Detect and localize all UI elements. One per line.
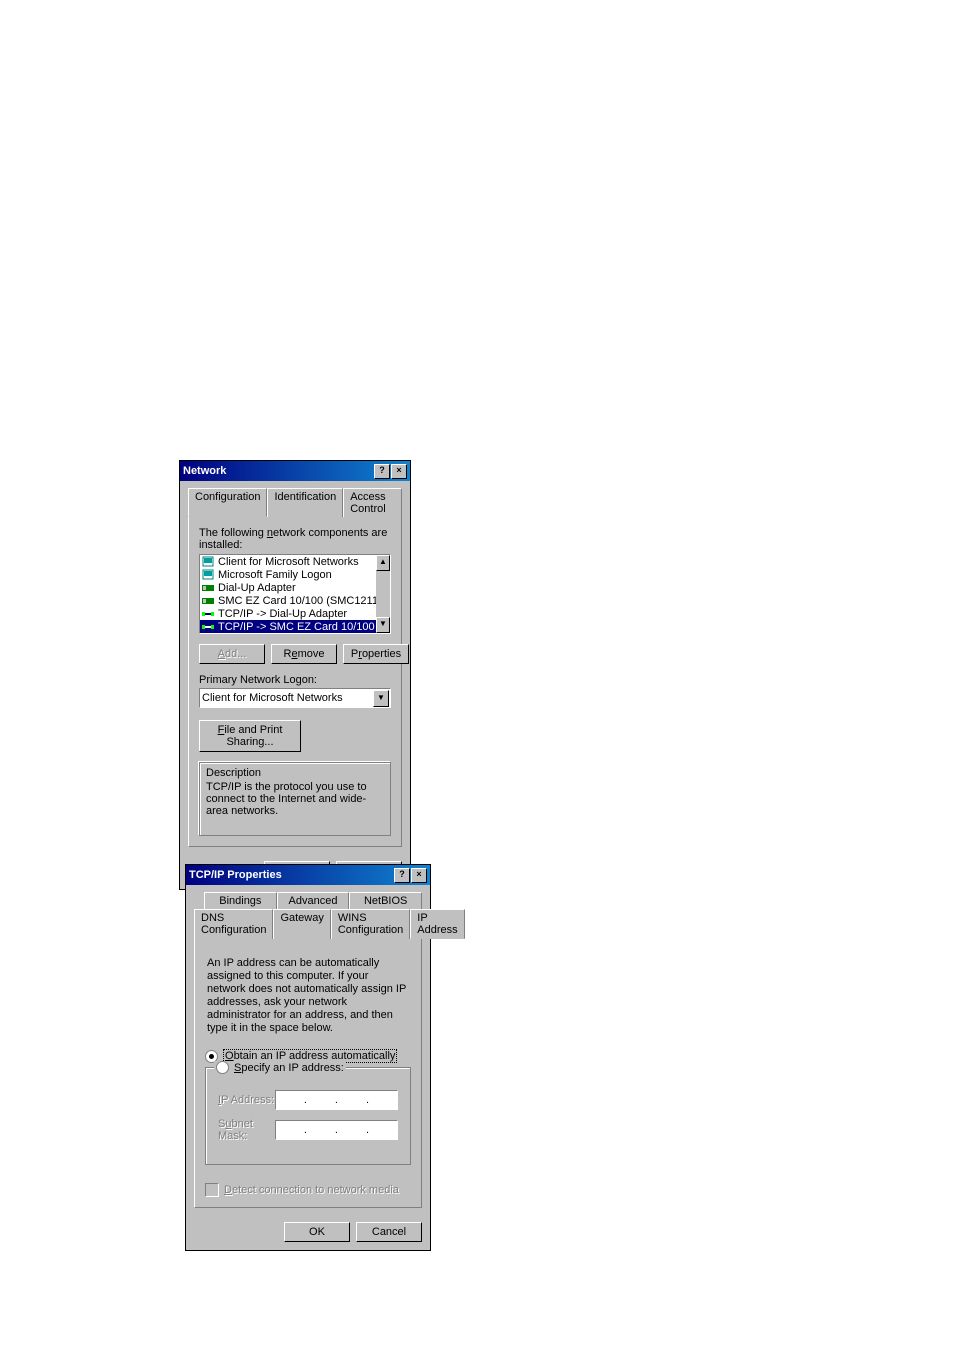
detect-connection-checkbox[interactable]: Detect connection to network media	[205, 1183, 411, 1197]
titlebar: Network ? ×	[180, 461, 410, 481]
adapter-icon	[202, 595, 215, 607]
list-item[interactable]: Microsoft Family Logon	[200, 568, 390, 581]
subnet-mask-input[interactable]: ...	[275, 1120, 398, 1140]
scroll-up-icon[interactable]: ▲	[376, 555, 390, 571]
specify-ip-group: Specify an IP address: IP Address: ... S…	[205, 1067, 411, 1165]
tab-ip-address[interactable]: IP Address	[410, 909, 464, 939]
help-icon[interactable]: ?	[394, 868, 410, 883]
list-item[interactable]: Client for Microsoft Networks	[200, 555, 390, 568]
close-icon[interactable]: ×	[411, 868, 427, 883]
window-controls: ? ×	[373, 464, 407, 479]
tab-identification[interactable]: Identification	[267, 488, 343, 517]
tab-advanced[interactable]: Advanced	[277, 892, 350, 909]
titlebar: TCP/IP Properties ? ×	[186, 865, 430, 885]
ok-button[interactable]: OK	[284, 1222, 350, 1242]
add-button[interactable]: Add...	[199, 644, 265, 664]
window-title: Network	[183, 465, 226, 477]
client-icon	[202, 556, 215, 568]
scroll-down-icon[interactable]: ▼	[376, 617, 390, 633]
list-item[interactable]: Dial-Up Adapter	[200, 581, 390, 594]
cancel-button[interactable]: Cancel	[356, 1222, 422, 1242]
tab-configuration[interactable]: Configuration	[188, 488, 267, 517]
adapter-icon	[202, 582, 215, 594]
tab-wins[interactable]: WINS Configuration	[331, 909, 410, 939]
tab-row: Configuration Identification Access Cont…	[188, 487, 402, 516]
list-item[interactable]: SMC EZ Card 10/100 (SMC1211TX)	[200, 594, 390, 607]
description-group: Description TCP/IP is the protocol you u…	[199, 762, 391, 836]
tab-row-2: DNS Configuration Gateway WINS Configura…	[194, 908, 422, 938]
properties-button[interactable]: Properties	[343, 644, 409, 664]
dialog-body: Configuration Identification Access Cont…	[180, 481, 410, 889]
window-controls: ? ×	[393, 868, 427, 883]
ip-address-label: IP Address:	[218, 1094, 275, 1106]
subnet-mask-label: Subnet Mask:	[218, 1118, 275, 1142]
dialog-buttons: OK Cancel	[194, 1222, 422, 1242]
dropdown-value: Client for Microsoft Networks	[202, 692, 343, 704]
close-icon[interactable]: ×	[391, 464, 407, 479]
protocol-icon	[202, 608, 215, 620]
tab-gateway[interactable]: Gateway	[273, 909, 330, 939]
components-label: The following network components are ins…	[199, 527, 391, 551]
file-print-sharing-button[interactable]: File and Print Sharing...	[199, 720, 301, 752]
tab-bindings[interactable]: Bindings	[204, 892, 277, 909]
components-listbox[interactable]: Client for Microsoft Networks Microsoft …	[199, 554, 391, 634]
ip-address-input[interactable]: ...	[275, 1090, 398, 1110]
subnet-mask-row: Subnet Mask: ...	[218, 1118, 398, 1142]
tab-netbios[interactable]: NetBIOS	[349, 892, 422, 909]
tab-access-control[interactable]: Access Control	[343, 488, 402, 517]
chevron-down-icon[interactable]: ▼	[373, 690, 389, 707]
tab-row-1: Bindings Advanced NetBIOS	[204, 891, 422, 908]
client-icon	[202, 569, 215, 581]
primary-logon-label: Primary Network Logon:	[199, 674, 391, 686]
checkbox-icon	[205, 1183, 219, 1197]
config-panel: The following network components are ins…	[188, 516, 402, 847]
network-dialog: Network ? × Configuration Identification…	[179, 460, 411, 890]
ip-panel: An IP address can be automatically assig…	[194, 938, 422, 1208]
description-title: Description	[206, 767, 384, 779]
radio-specify-ip[interactable]: Specify an IP address:	[214, 1061, 346, 1074]
list-item[interactable]: TCP/IP -> Dial-Up Adapter	[200, 607, 390, 620]
protocol-icon	[202, 621, 215, 633]
info-text: An IP address can be automatically assig…	[207, 957, 409, 1035]
scrollbar[interactable]: ▲ ▼	[376, 555, 390, 633]
radio-icon	[216, 1061, 229, 1074]
window-title: TCP/IP Properties	[189, 869, 282, 881]
tab-dns[interactable]: DNS Configuration	[194, 909, 273, 939]
remove-button[interactable]: Remove	[271, 644, 337, 664]
detect-label: Detect connection to network media	[224, 1184, 399, 1196]
ip-address-row: IP Address: ...	[218, 1090, 398, 1110]
primary-logon-dropdown[interactable]: Client for Microsoft Networks ▼	[199, 688, 391, 708]
dialog-body: Bindings Advanced NetBIOS DNS Configurat…	[186, 885, 430, 1250]
tcpip-properties-dialog: TCP/IP Properties ? × Bindings Advanced …	[185, 864, 431, 1251]
description-text: TCP/IP is the protocol you use to connec…	[206, 781, 384, 817]
list-item-selected[interactable]: TCP/IP -> SMC EZ Card 10/100 (SMC1211TX)	[200, 620, 390, 633]
help-icon[interactable]: ?	[374, 464, 390, 479]
